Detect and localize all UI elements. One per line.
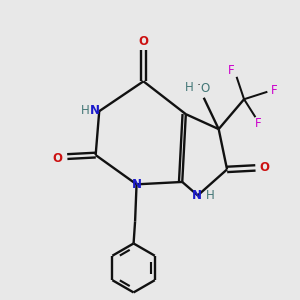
Text: O: O (138, 34, 148, 47)
Text: ·: · (196, 79, 200, 92)
Text: O: O (201, 82, 210, 95)
Text: F: F (271, 84, 277, 97)
Text: O: O (260, 161, 269, 174)
Text: F: F (255, 117, 262, 130)
Text: N: N (192, 190, 202, 202)
Text: H: H (206, 190, 215, 202)
Text: N: N (132, 178, 142, 191)
Text: O: O (53, 152, 63, 165)
Text: H: H (184, 81, 193, 94)
Text: N: N (90, 104, 100, 117)
Text: F: F (228, 64, 235, 77)
Text: H: H (80, 104, 89, 117)
